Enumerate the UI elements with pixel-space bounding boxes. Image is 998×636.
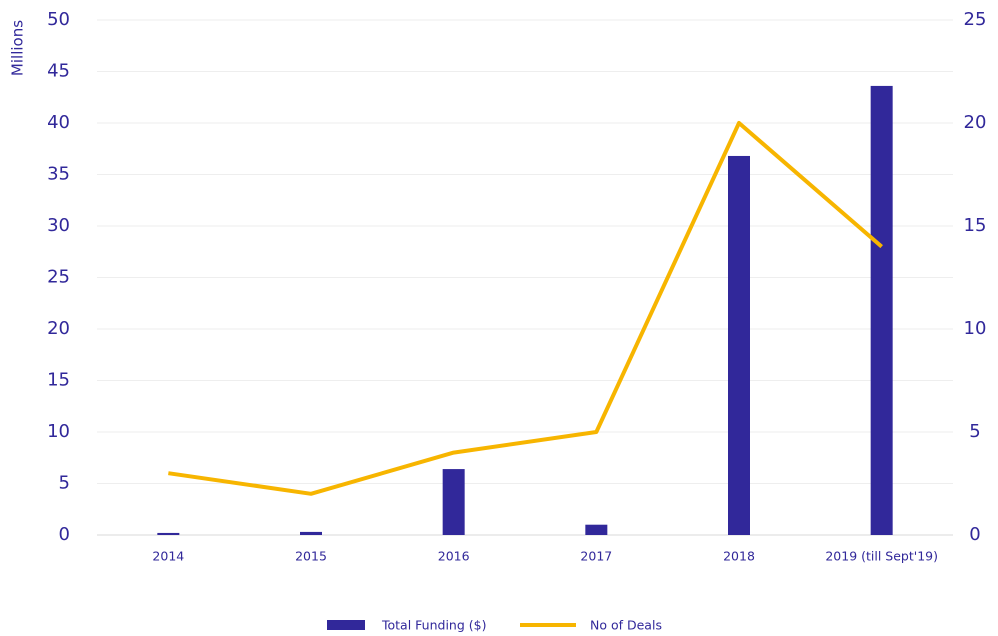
y-tick-label: 30	[47, 215, 70, 236]
line	[168, 121, 883, 496]
bar	[157, 532, 180, 535]
legend-label: Total Funding ($)	[381, 618, 486, 633]
y-tick-label: 5	[59, 473, 70, 494]
bar	[870, 85, 893, 536]
bar	[300, 531, 322, 535]
x-tick-label: 2017	[580, 549, 612, 564]
y-tick-label: 10	[47, 421, 70, 442]
y-tick-label: 35	[47, 164, 70, 185]
y2-tick-label: 0	[969, 524, 980, 545]
x-tick-label: 2015	[295, 549, 327, 564]
y-tick-label: 15	[47, 370, 70, 391]
x-tick-label: 2018	[723, 549, 755, 564]
y-tick-label: 25	[47, 267, 70, 288]
x-tick-label: 2014	[152, 549, 184, 564]
y2-tick-label: 15	[964, 215, 987, 236]
legend-label: No of Deals	[590, 618, 662, 633]
legend-swatch	[327, 620, 365, 630]
bar	[585, 524, 608, 535]
x-tick-label: 2019 (till Sept'19)	[825, 549, 938, 564]
y-tick-label: 40	[47, 112, 70, 133]
y-tick-label: 0	[59, 524, 70, 545]
y-tick-label: 20	[47, 318, 70, 339]
x-tick-label: 2016	[438, 549, 470, 564]
y-axis-label: Millions	[9, 20, 27, 76]
y2-tick-label: 10	[964, 318, 987, 339]
y-tick-label: 50	[47, 9, 70, 30]
y2-tick-label: 5	[969, 421, 980, 442]
y2-tick-label: 20	[964, 112, 987, 133]
bar	[728, 155, 750, 535]
bar	[442, 469, 465, 535]
y-tick-label: 45	[47, 61, 70, 82]
y2-tick-label: 25	[964, 9, 987, 30]
